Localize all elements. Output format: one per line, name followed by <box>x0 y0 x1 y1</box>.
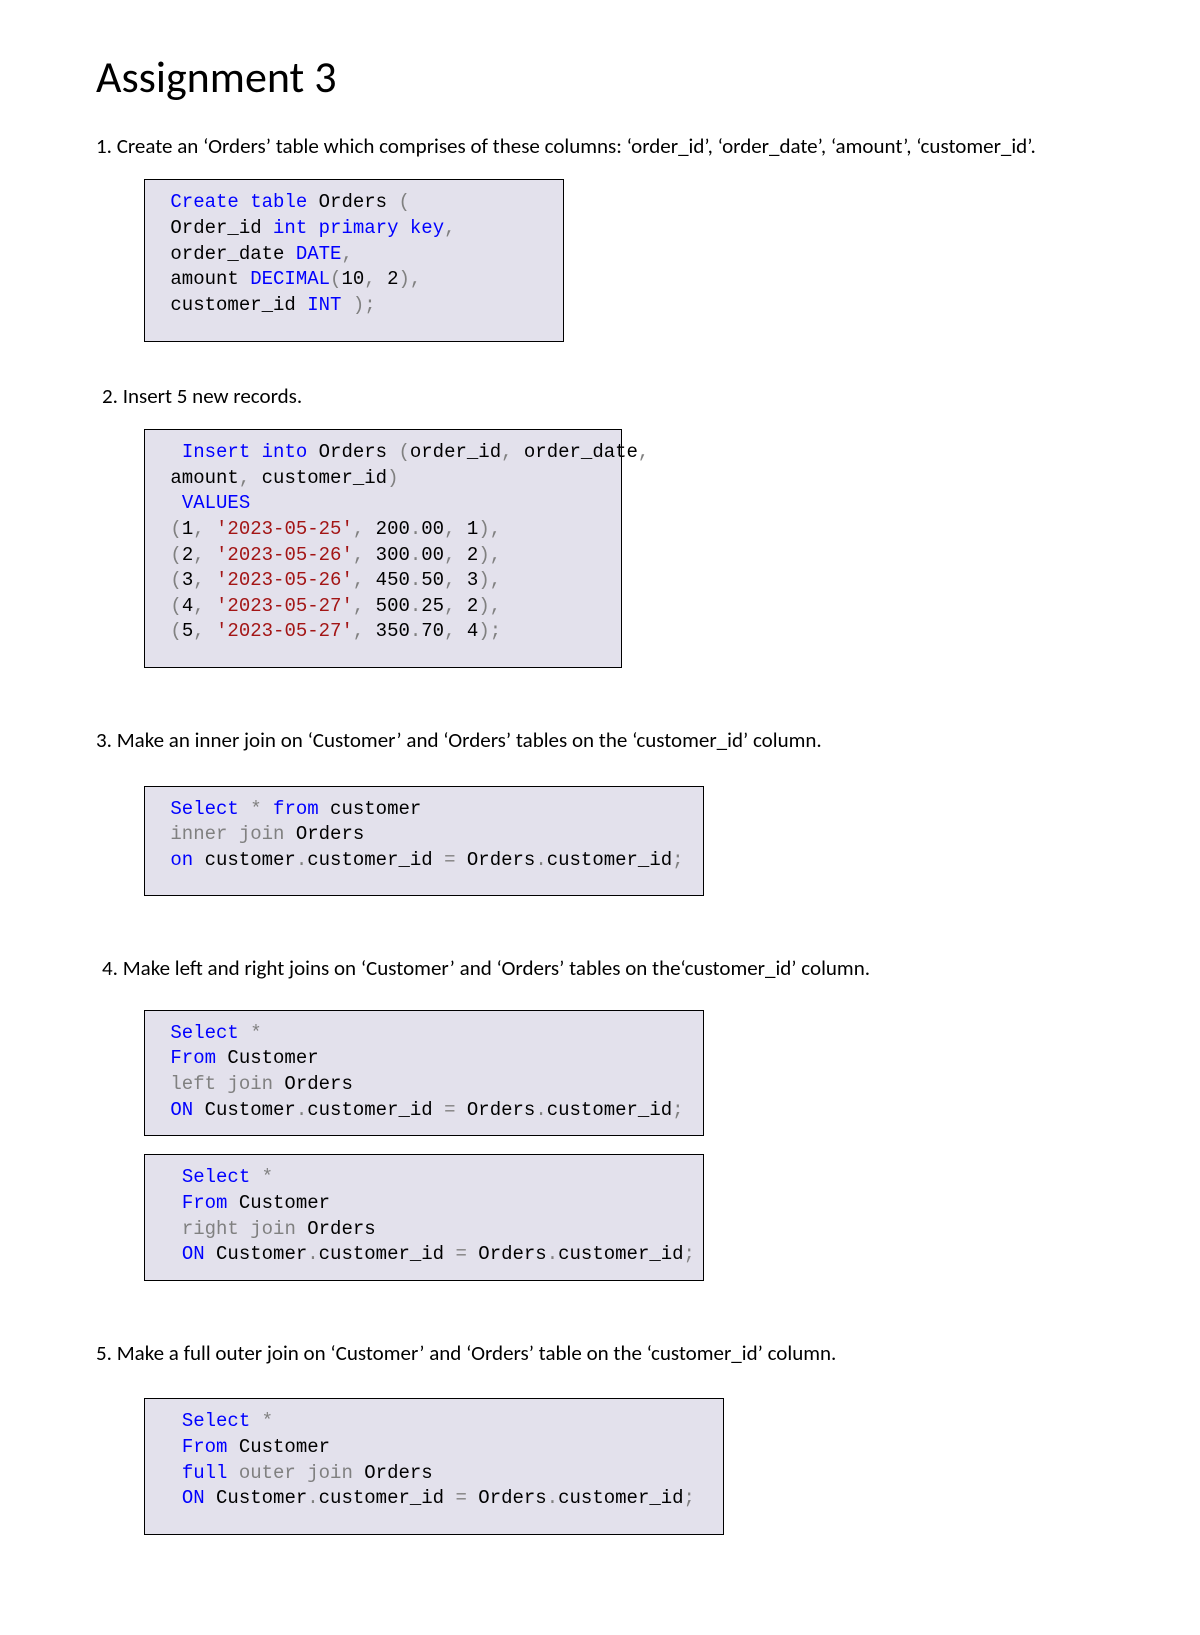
page-title: Assignment 3 <box>96 50 1104 104</box>
code-block-2: Insert into Orders (order_id, order_date… <box>144 429 622 668</box>
question-3: 3. Make an inner join on ‘Customer’ and … <box>96 726 1104 755</box>
code-block-3: Select * from customer inner join Orders… <box>144 786 704 897</box>
question-5: 5. Make a full outer join on ‘Customer’ … <box>96 1339 1104 1368</box>
question-4: 4. Make left and right joins on ‘Custome… <box>102 954 1104 983</box>
document-page: Assignment 3 1. Create an ‘Orders’ table… <box>0 0 1200 1635</box>
question-2: 2. Insert 5 new records. <box>102 382 1104 411</box>
question-1: 1. Create an ‘Orders’ table which compri… <box>96 132 1104 161</box>
code-block-5: Select * From Customer full outer join O… <box>144 1398 724 1535</box>
code-block-4b: Select * From Customer right join Orders… <box>144 1154 704 1281</box>
code-block-4a: Select * From Customer left join Orders … <box>144 1010 704 1137</box>
code-block-1: Create table Orders ( Order_id int prima… <box>144 179 564 341</box>
